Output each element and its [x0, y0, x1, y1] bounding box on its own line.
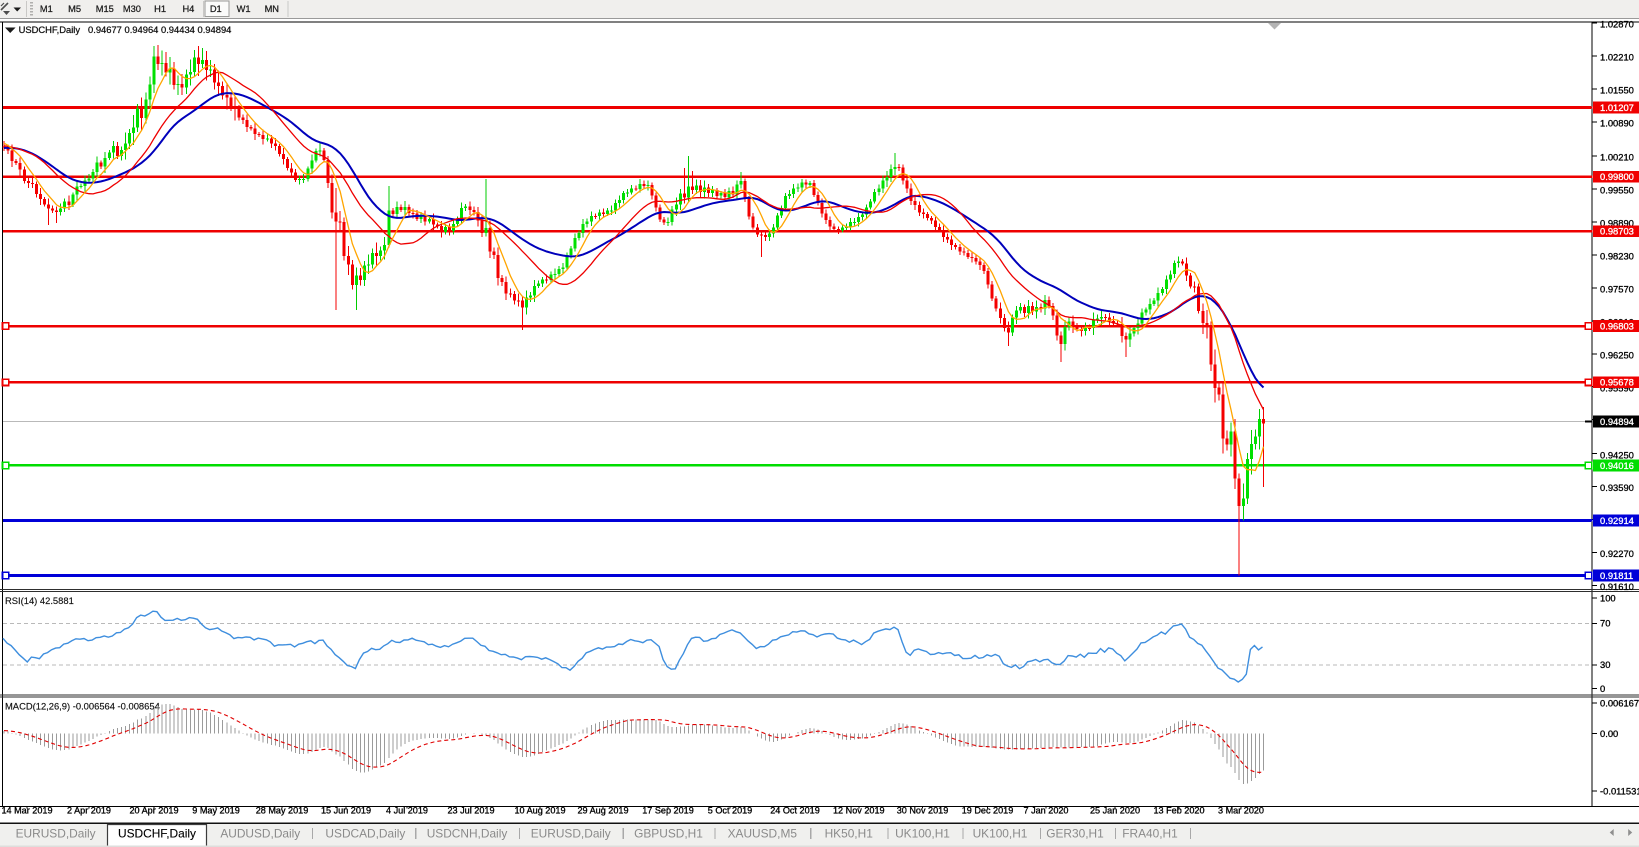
svg-text:23 Jul 2019: 23 Jul 2019	[447, 806, 494, 816]
svg-text:5 Oct 2019: 5 Oct 2019	[708, 806, 753, 816]
svg-text:XAUUSD,M5: XAUUSD,M5	[728, 827, 798, 841]
svg-text:28 May 2019: 28 May 2019	[256, 806, 309, 816]
svg-text:GBPUSD,H1: GBPUSD,H1	[634, 827, 703, 841]
svg-text:D1: D1	[210, 4, 222, 14]
svg-text:0.91610: 0.91610	[1600, 581, 1634, 592]
svg-text:USDCAD,Daily: USDCAD,Daily	[325, 827, 405, 841]
svg-text:13 Feb 2020: 13 Feb 2020	[1153, 806, 1204, 816]
svg-text:17 Sep 2019: 17 Sep 2019	[642, 806, 694, 816]
svg-text:FRA40,H1: FRA40,H1	[1122, 827, 1178, 841]
svg-text:3 Mar 2020: 3 Mar 2020	[1218, 806, 1264, 816]
svg-text:UK100,H1: UK100,H1	[973, 827, 1028, 841]
svg-text:0.94016: 0.94016	[1600, 460, 1634, 471]
svg-text:20 Apr 2019: 20 Apr 2019	[129, 806, 178, 816]
svg-text:12 Nov 2019: 12 Nov 2019	[833, 806, 885, 816]
svg-text:MACD(12,26,9) -0.006564 -0.008: MACD(12,26,9) -0.006564 -0.008654	[5, 701, 160, 712]
svg-text:GER30,H1: GER30,H1	[1046, 827, 1104, 841]
svg-text:2 Apr 2019: 2 Apr 2019	[67, 806, 111, 816]
svg-text:30: 30	[1600, 659, 1610, 670]
svg-text:M5: M5	[68, 4, 81, 14]
svg-text:0.98230: 0.98230	[1600, 251, 1634, 262]
svg-text:7 Jan 2020: 7 Jan 2020	[1023, 806, 1068, 816]
svg-text:0.96803: 0.96803	[1600, 321, 1634, 332]
svg-text:14 Mar 2019: 14 Mar 2019	[1, 806, 52, 816]
svg-text:EURUSD,Daily: EURUSD,Daily	[16, 827, 96, 841]
svg-text:HK50,H1: HK50,H1	[825, 827, 874, 841]
svg-text:USDCNH,Daily: USDCNH,Daily	[427, 827, 508, 841]
svg-text:0.94677 0.94964 0.94434 0.9489: 0.94677 0.94964 0.94434 0.94894	[88, 24, 231, 35]
svg-text:0.96250: 0.96250	[1600, 349, 1634, 360]
svg-text:100: 100	[1600, 593, 1616, 604]
svg-text:0.94250: 0.94250	[1600, 449, 1634, 460]
svg-text:0.95678: 0.95678	[1600, 377, 1634, 388]
svg-text:0: 0	[1600, 683, 1605, 694]
svg-text:30 Nov 2019: 30 Nov 2019	[897, 806, 949, 816]
svg-text:0.99550: 0.99550	[1600, 185, 1634, 196]
svg-text:H4: H4	[182, 4, 194, 14]
svg-text:0.00: 0.00	[1600, 728, 1618, 739]
svg-text:1.01207: 1.01207	[1600, 102, 1634, 113]
svg-text:USDCHF,Daily: USDCHF,Daily	[118, 827, 196, 841]
svg-text:MN: MN	[265, 4, 279, 14]
svg-text:0.92914: 0.92914	[1600, 515, 1634, 526]
svg-text:0.97570: 0.97570	[1600, 283, 1634, 294]
svg-text:0.99800: 0.99800	[1600, 171, 1634, 182]
svg-text:AUDUSD,Daily: AUDUSD,Daily	[220, 827, 300, 841]
svg-text:9 May 2019: 9 May 2019	[192, 806, 240, 816]
svg-text:0.91811: 0.91811	[1600, 570, 1633, 581]
svg-text:24 Oct 2019: 24 Oct 2019	[770, 806, 820, 816]
svg-text:W1: W1	[237, 4, 251, 14]
svg-text:H1: H1	[154, 4, 166, 14]
svg-text:0.98703: 0.98703	[1600, 226, 1634, 237]
svg-text:1.02870: 1.02870	[1600, 19, 1634, 30]
svg-text:EURUSD,Daily: EURUSD,Daily	[531, 827, 611, 841]
svg-text:0.006167: 0.006167	[1600, 698, 1639, 709]
svg-text:USDCHF,Daily: USDCHF,Daily	[19, 24, 81, 35]
svg-text:M30: M30	[123, 4, 141, 14]
svg-text:0.92270: 0.92270	[1600, 548, 1634, 559]
svg-text:1.01550: 1.01550	[1600, 85, 1634, 96]
svg-text:19 Dec 2019: 19 Dec 2019	[962, 806, 1014, 816]
svg-text:4 Jul 2019: 4 Jul 2019	[386, 806, 428, 816]
svg-text:1.02210: 1.02210	[1600, 52, 1634, 63]
svg-text:25 Jan 2020: 25 Jan 2020	[1090, 806, 1140, 816]
svg-text:RSI(14) 42.5881: RSI(14) 42.5881	[5, 595, 74, 606]
svg-text:M1: M1	[40, 4, 53, 14]
svg-text:0.93590: 0.93590	[1600, 482, 1634, 493]
svg-text:29 Aug 2019: 29 Aug 2019	[577, 806, 628, 816]
svg-text:UK100,H1: UK100,H1	[895, 827, 950, 841]
svg-text:-0.011531: -0.011531	[1600, 786, 1639, 797]
svg-text:15 Jun 2019: 15 Jun 2019	[321, 806, 371, 816]
svg-text:1.00210: 1.00210	[1600, 152, 1634, 163]
svg-text:M15: M15	[96, 4, 114, 14]
svg-text:0.98890: 0.98890	[1600, 218, 1634, 229]
svg-text:70: 70	[1600, 618, 1610, 629]
svg-text:0.94894: 0.94894	[1600, 416, 1634, 427]
svg-text:1.00890: 1.00890	[1600, 118, 1634, 129]
svg-text:10 Aug 2019: 10 Aug 2019	[514, 806, 565, 816]
